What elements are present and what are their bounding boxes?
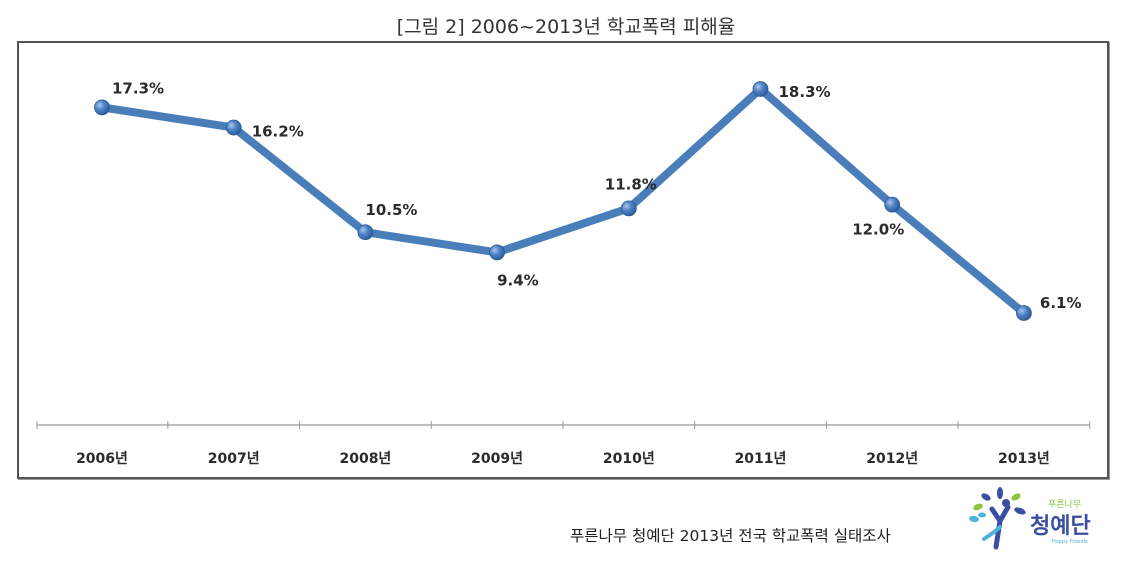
data-label: 16.2%	[252, 123, 304, 141]
chart-frame	[17, 41, 1109, 479]
x-tick-label: 2009년	[471, 451, 523, 467]
data-label: 11.8%	[605, 175, 657, 193]
x-axis-labels: 2006년 2007년 2008년 2009년 2010년 2011년 2012년 2013년	[76, 451, 1050, 467]
x-tick-label: 2010년	[603, 451, 655, 467]
x-tick-label: 2008년	[339, 451, 391, 467]
x-axis	[36, 421, 1091, 429]
data-point-marker	[752, 81, 769, 97]
svg-text:Happy Friends: Happy Friends	[1052, 539, 1088, 545]
x-tick-label: 2013년	[998, 451, 1050, 467]
data-line	[98, 85, 1028, 318]
series-line	[98, 85, 1028, 318]
data-label: 12.0%	[852, 221, 904, 239]
data-point-marker	[94, 99, 110, 116]
data-point-marker	[489, 244, 506, 261]
x-tick-label: 2006년	[76, 451, 128, 467]
data-label: 10.5%	[365, 201, 417, 219]
data-label: 6.1%	[1040, 294, 1082, 312]
chart-title: [그림 2] 2006~2013년 학교폭력 피해율	[396, 16, 736, 38]
organization-logo: 푸른나무 청예단 Happy Friends	[966, 487, 1106, 551]
data-point-marker	[884, 196, 901, 213]
data-label: 17.3%	[112, 79, 164, 97]
data-point-marker	[1016, 305, 1032, 321]
svg-text:청예단: 청예단	[1030, 514, 1091, 539]
x-tick-label: 2007년	[208, 451, 260, 467]
x-tick-label: 2011년	[735, 451, 787, 467]
tree-people-logo-icon: 푸른나무 청예단 Happy Friends	[969, 487, 1091, 550]
source-caption: 푸른나무 청예단 2013년 전국 학교폭력 실태조사	[570, 527, 891, 545]
data-label: 18.3%	[779, 83, 831, 101]
svg-text:푸른나무: 푸른나무	[1048, 499, 1081, 510]
data-labels: 17.3% 16.2% 10.5% 9.4% 11.8% 18.3% 12.0% 6.1%	[112, 79, 1082, 312]
data-label: 9.4%	[497, 271, 539, 289]
data-point-marker	[620, 200, 637, 217]
data-markers	[94, 81, 1032, 321]
x-tick-label: 2012년	[866, 451, 918, 467]
data-point-marker	[357, 224, 374, 241]
data-point-marker	[225, 119, 242, 136]
